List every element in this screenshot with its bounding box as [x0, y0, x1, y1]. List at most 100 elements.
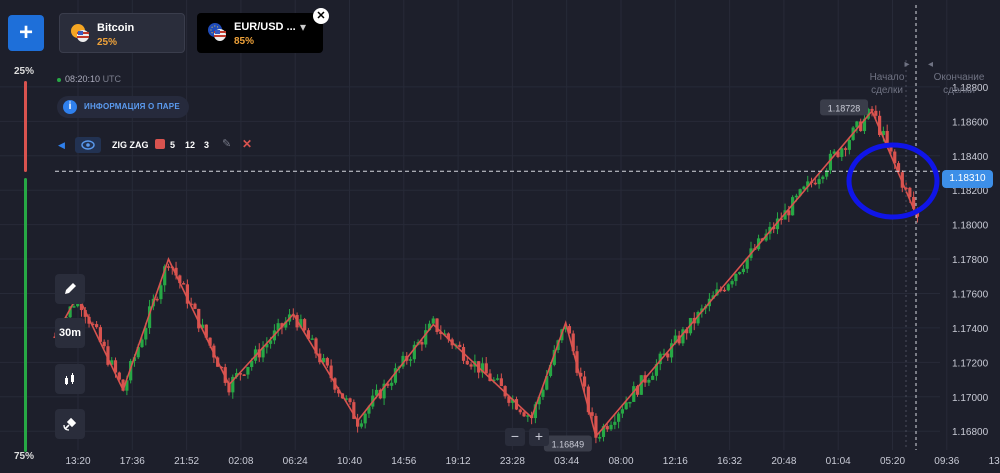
candle-body — [639, 375, 643, 395]
asset-tab-bitcoin[interactable]: Bitcoin 25% — [59, 13, 185, 53]
candle-body — [545, 375, 549, 390]
candle-body — [779, 218, 783, 221]
candle-body — [874, 110, 878, 116]
time-tick-label: 12:16 — [663, 456, 688, 467]
deal-start-label: ▸ Начало сделки — [858, 58, 916, 97]
candle-body — [68, 306, 72, 318]
info-icon: i — [63, 100, 77, 114]
price-tick-label: 1.17200 — [952, 358, 989, 369]
indicator-name: ZIG ZAG — [112, 140, 149, 150]
clock-zone: UTC — [102, 74, 122, 84]
candle-body — [726, 284, 730, 291]
time-tick-label: 08:00 — [608, 456, 633, 467]
pair-info-button[interactable]: i ИНФОРМАЦИЯ О ПАРЕ — [57, 96, 189, 118]
highlight-circle — [846, 142, 940, 220]
candle-body — [159, 285, 163, 300]
zoom-out-button[interactable]: − — [505, 428, 525, 446]
price-tick-label: 1.17600 — [952, 289, 989, 300]
satellite-icon — [63, 417, 77, 431]
candle-body — [620, 409, 624, 414]
timeframe-label: 30m — [58, 327, 82, 339]
candle-body — [586, 386, 590, 413]
chart-type-button[interactable] — [55, 364, 85, 394]
remove-indicator-close-icon[interactable]: ✕ — [242, 137, 253, 151]
candle-body — [182, 283, 186, 285]
candle-body — [628, 401, 632, 404]
candles-icon — [65, 373, 74, 385]
close-tab-button[interactable]: ✕ — [313, 8, 329, 24]
candle-body — [72, 306, 76, 308]
time-tick-label: 21:52 — [174, 456, 199, 467]
candle-body — [511, 399, 515, 403]
candle-body — [798, 189, 802, 196]
time-tick-label: 17:36 — [120, 456, 145, 467]
candle-body — [598, 437, 602, 439]
candle-body — [685, 329, 689, 334]
online-dot-icon — [57, 77, 61, 82]
low-price-label-bg — [543, 435, 592, 452]
candle-body — [859, 121, 863, 132]
candle-body — [783, 210, 787, 220]
candle-body — [102, 341, 106, 347]
deal-end-line1: Окончание — [933, 72, 985, 83]
candle-body — [571, 333, 575, 352]
eye-icon[interactable] — [75, 137, 101, 153]
candle-body — [567, 326, 572, 334]
pencil-icon — [65, 283, 76, 294]
candle-body — [420, 342, 424, 345]
candle-body — [363, 413, 367, 424]
candle-body — [166, 266, 171, 268]
candle-body — [435, 318, 439, 333]
candle-body — [775, 218, 780, 230]
zoom-in-button[interactable]: + — [529, 428, 549, 446]
edit-indicator-pencil-icon[interactable]: ✎ — [222, 138, 232, 150]
current-price-tag: 1.18310 — [942, 170, 993, 188]
candle-body — [522, 412, 526, 417]
high-price-label-bg — [820, 99, 869, 116]
indicator-param: 5 — [170, 140, 176, 150]
bitcoin-us-flag-icon — [71, 24, 89, 42]
price-axis: 1.18800 1.18600 1.18400 1.18200 1.18000 1.178… — [952, 83, 989, 438]
deal-end-line2: сделки — [943, 85, 975, 96]
candle-body — [624, 402, 628, 410]
candle-body — [174, 267, 178, 276]
candle-body — [117, 372, 121, 380]
chevron-down-icon[interactable]: ▾ — [300, 20, 307, 34]
candle-body — [91, 323, 95, 326]
time-tick-label: 09:36 — [934, 456, 959, 467]
candle-body — [601, 426, 606, 438]
candle-body — [847, 139, 851, 150]
candle-body — [193, 303, 197, 309]
candle-body — [227, 382, 231, 393]
candle-body — [492, 379, 496, 382]
indicators-button[interactable] — [55, 409, 85, 439]
timeframe-button[interactable]: 30m — [55, 318, 85, 348]
zigzag-indicator — [54, 109, 919, 439]
candle-body — [669, 343, 674, 358]
deal-end-label: ◂ Окончание сделки — [926, 58, 992, 97]
asset-tab-eurusd[interactable]: EUR/USD ... 85% ▾ — [197, 13, 323, 53]
candle-body — [912, 196, 916, 209]
candle-body — [503, 386, 507, 397]
candle-body — [590, 412, 594, 416]
sentiment-up-bar — [24, 81, 27, 173]
add-chart-button[interactable]: + — [8, 15, 44, 51]
candle-body — [681, 329, 685, 344]
low-price-label: 1.16849 — [552, 440, 585, 450]
candle-body — [208, 337, 212, 346]
candle-body — [791, 197, 795, 216]
drawing-tools-button[interactable] — [55, 274, 85, 304]
chart-overlay: 1.18728 1.16849 — [55, 5, 940, 452]
candle-body — [113, 360, 118, 373]
collapse-arrow-icon[interactable]: ◀ — [58, 140, 65, 150]
arrow-left-icon: ◂ — [928, 59, 934, 70]
candle-body — [666, 353, 670, 358]
time-tick-label: 06:24 — [283, 456, 308, 467]
indicator-color-swatch[interactable] — [155, 139, 165, 149]
candle-body — [533, 404, 537, 419]
candle-body — [121, 379, 125, 391]
candle-body — [163, 266, 167, 286]
time-tick-label: 16:32 — [717, 456, 742, 467]
candle-body — [321, 358, 326, 363]
